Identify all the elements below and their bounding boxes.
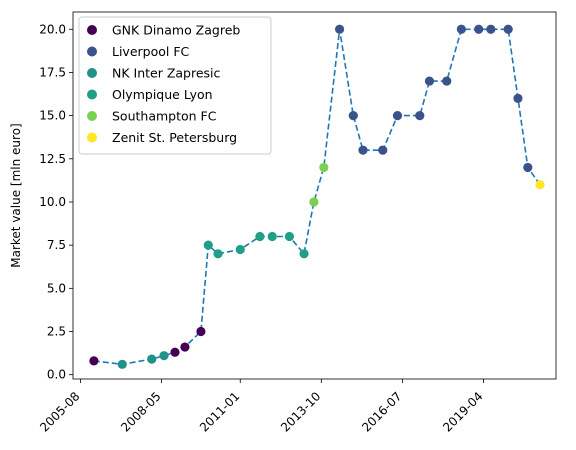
x-tick-label: 2008-05	[118, 389, 163, 434]
data-point	[309, 197, 319, 207]
legend-marker	[87, 89, 97, 100]
legend: GNK Dinamo Zagreb Liverpool FC NK Inter Za…	[78, 16, 272, 155]
legend-marker	[87, 46, 97, 57]
legend-box	[78, 16, 272, 155]
data-point	[255, 231, 265, 242]
x-tick-label: 2016-07	[359, 389, 404, 434]
data-point	[117, 359, 127, 369]
legend-marker	[87, 132, 97, 143]
x-tick-label: 2011-01	[197, 389, 242, 434]
y-tick-label: 7.5	[47, 238, 66, 252]
y-tick-label: 20.0	[39, 22, 66, 36]
data-point	[299, 249, 309, 259]
data-point	[235, 244, 245, 255]
data-point	[415, 111, 425, 121]
y-tick-label: 15.0	[39, 109, 66, 123]
data-point	[180, 342, 190, 352]
legend-label: Liverpool FC	[112, 44, 190, 59]
data-point	[203, 240, 213, 250]
plot-frame	[72, 11, 557, 380]
y-tick-label: 12.5	[39, 152, 66, 166]
data-point	[159, 351, 169, 361]
data-point	[503, 24, 513, 34]
y-axis-label: Market value [mln euro]	[9, 123, 23, 267]
data-point	[147, 354, 157, 364]
legend-label: Southampton FC	[112, 109, 217, 124]
data-point	[535, 180, 545, 190]
data-points	[89, 24, 545, 369]
data-point	[456, 24, 466, 34]
data-point	[513, 93, 523, 103]
legend-marker	[87, 111, 97, 121]
data-point	[334, 24, 345, 34]
x-tick-label: 2019-04	[440, 389, 485, 434]
data-point	[89, 356, 99, 366]
legend-marker	[87, 25, 97, 35]
data-point	[442, 76, 452, 86]
y-tick-label: 10.0	[39, 195, 66, 209]
data-point	[424, 76, 435, 86]
y-tick-label: 0.0	[47, 368, 66, 382]
data-point	[523, 162, 533, 173]
legend-label: Zenit St. Petersburg	[112, 130, 237, 145]
data-point	[267, 231, 277, 242]
data-point	[284, 231, 295, 242]
x-axis: 2005-08 2008-05 2011-01 2013-10 2016-07 2019-…	[37, 379, 486, 435]
data-point	[378, 145, 388, 155]
y-tick-label: 5.0	[47, 281, 66, 295]
data-point	[348, 111, 358, 121]
legend-marker	[87, 68, 97, 78]
data-point	[358, 145, 368, 155]
legend-label: GNK Dinamo Zagreb	[112, 23, 240, 38]
data-point	[170, 347, 180, 357]
data-point	[474, 24, 484, 34]
legend-label: NK Inter Zapresic	[112, 66, 221, 81]
y-tick-label: 17.5	[39, 65, 66, 79]
data-point	[319, 162, 329, 173]
y-tick-label: 2.5	[47, 325, 66, 339]
data-point	[486, 24, 496, 34]
data-point	[392, 111, 403, 121]
data-point	[196, 326, 206, 337]
x-tick-label: 2013-10	[278, 389, 323, 434]
legend-label: Olympique Lyon	[112, 87, 213, 102]
y-axis: 0.0 2.5 5.0 7.5 10.0 12.5 15.0 17.5 20.0	[39, 22, 73, 382]
data-point	[213, 249, 223, 259]
x-tick-label: 2005-08	[37, 389, 82, 434]
